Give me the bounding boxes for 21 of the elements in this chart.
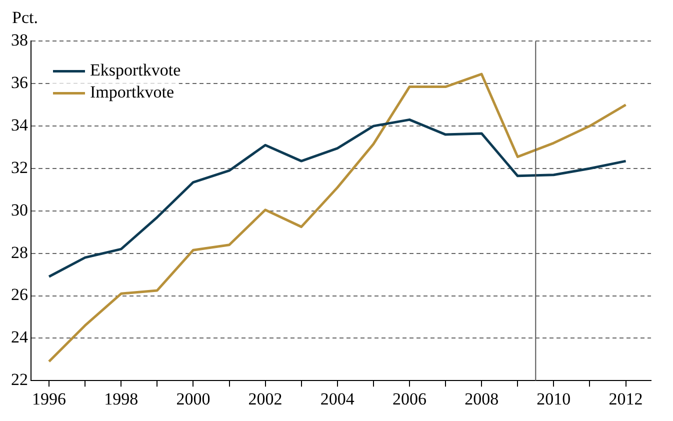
legend-label: Importkvote <box>90 82 174 102</box>
y-tick-label: 34 <box>11 116 28 135</box>
x-tick-label: 2008 <box>464 389 499 408</box>
x-tick-label: 2010 <box>536 389 571 408</box>
x-tick-label: 2012 <box>608 389 643 408</box>
y-tick-label: 26 <box>11 285 28 304</box>
y-tick-label: 36 <box>11 73 28 92</box>
x-tick-label: 2006 <box>392 389 426 408</box>
x-tick-label: 1996 <box>32 389 66 408</box>
x-tick-label: 1998 <box>104 389 138 408</box>
y-tick-label: 22 <box>11 370 28 390</box>
y-tick-label: 30 <box>11 200 28 220</box>
x-tick-label: 2002 <box>248 389 282 408</box>
x-tick-label: 2004 <box>320 389 355 408</box>
legend-label: Eksportkvote <box>90 60 181 80</box>
y-tick-label: 32 <box>11 158 28 177</box>
y-tick-label: 24 <box>11 328 28 347</box>
y-axis-title: Pct. <box>12 8 39 28</box>
y-tick-label: 38 <box>11 30 28 50</box>
x-tick-label: 2000 <box>176 389 210 408</box>
y-tick-label: 28 <box>11 242 28 262</box>
